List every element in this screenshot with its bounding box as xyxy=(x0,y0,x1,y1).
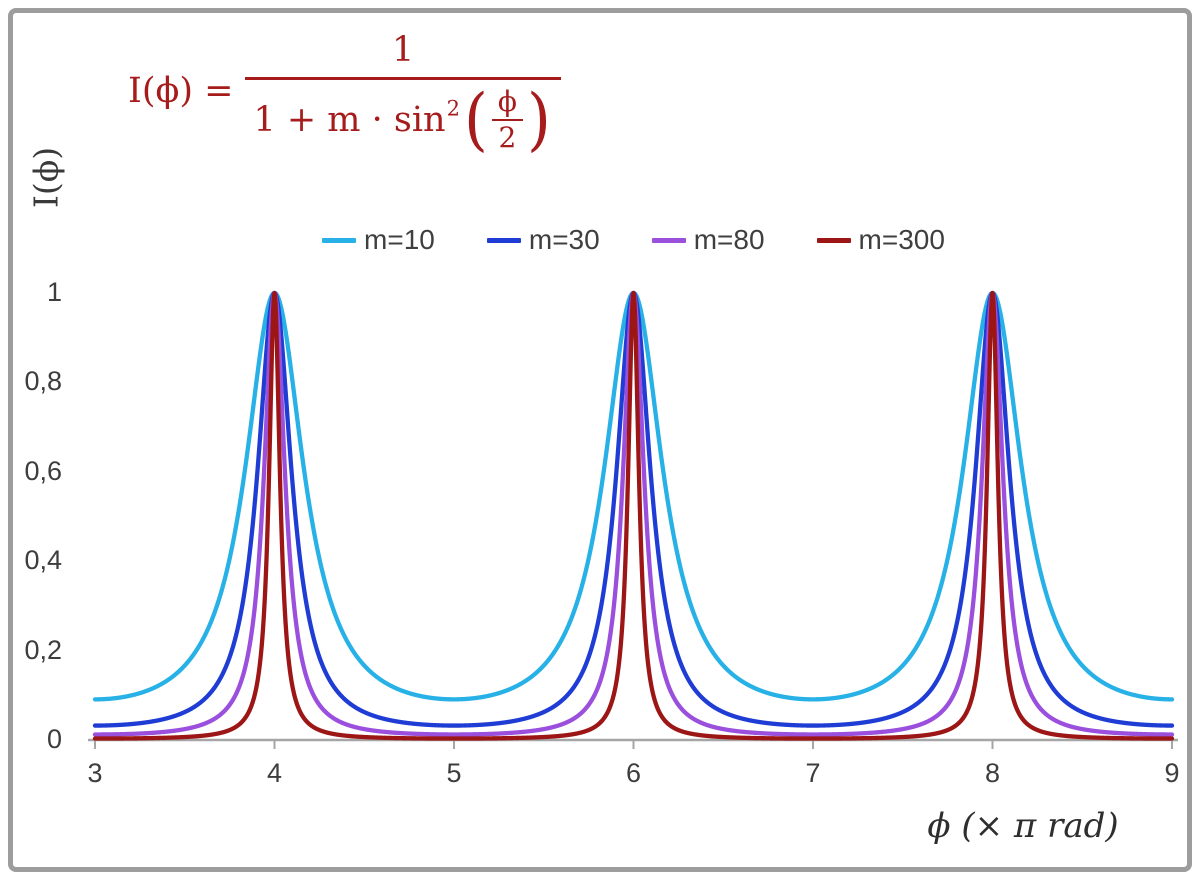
legend-swatch xyxy=(486,237,521,243)
chart-frame xyxy=(8,8,1192,872)
formula-fraction: 1 1 + m · sin 2 ( ϕ 2 ) xyxy=(245,30,561,160)
legend-label: m=10 xyxy=(364,224,435,255)
formula-denominator: 1 + m · sin 2 ( ϕ 2 ) xyxy=(245,79,560,160)
legend-label: m=30 xyxy=(528,224,600,255)
legend-swatch xyxy=(816,237,851,243)
legend: m=10 m=30 m=80 m=300 xyxy=(95,224,1172,256)
open-paren: ( xyxy=(463,79,488,160)
inner-numerator: ϕ xyxy=(491,87,523,121)
legend-item-m=30: m=30 xyxy=(486,224,600,256)
close-paren: ) xyxy=(526,79,551,160)
formula-lhs: I(ϕ) = xyxy=(128,70,234,111)
formula-denominator-text: 1 + m · sin xyxy=(253,99,446,140)
y-axis-title: I(ϕ) xyxy=(26,146,66,209)
legend-swatch xyxy=(322,237,357,243)
legend-swatch xyxy=(651,237,686,243)
legend-item-m=10: m=10 xyxy=(322,224,435,256)
legend-label: m=80 xyxy=(693,224,765,255)
formula: I(ϕ) = 1 1 + m · sin 2 ( ϕ 2 ) xyxy=(128,30,561,160)
x-axis-title: ϕ (× π rad) xyxy=(927,806,1119,846)
formula-numerator: 1 xyxy=(245,30,561,81)
series-curve-m=30 xyxy=(92,290,1175,728)
formula-exponent: 2 xyxy=(446,96,460,121)
inner-denominator: 2 xyxy=(498,120,517,154)
series-curve-m=300 xyxy=(92,290,1175,741)
series-curve-m=80 xyxy=(92,290,1175,737)
legend-label: m=300 xyxy=(858,224,945,255)
inner-fraction: ϕ 2 xyxy=(491,87,523,154)
legend-item-m=300: m=300 xyxy=(816,224,945,256)
legend-item-m=80: m=80 xyxy=(651,224,765,256)
